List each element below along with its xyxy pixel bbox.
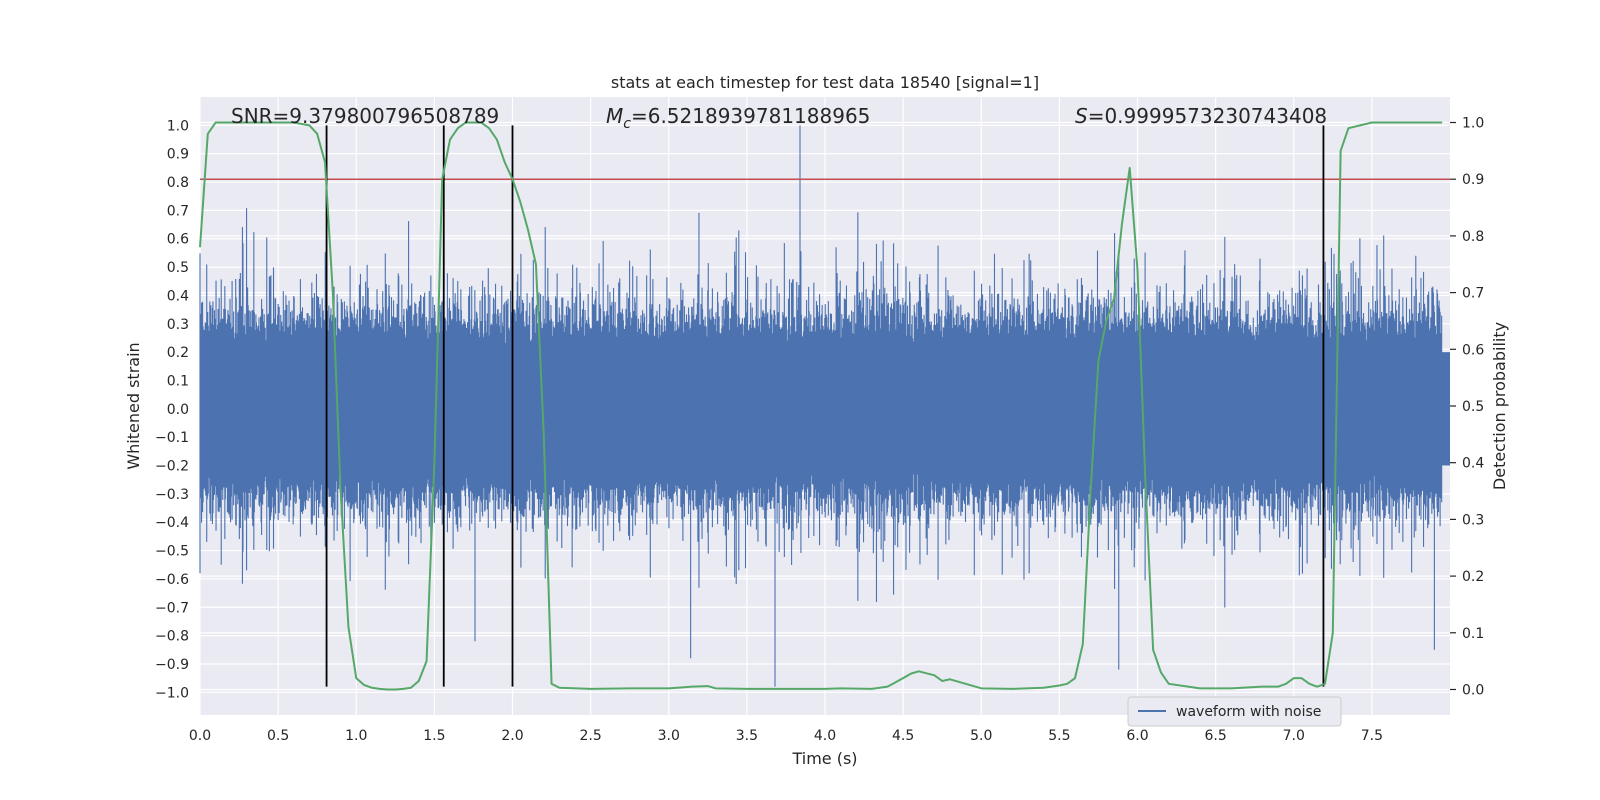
chart-title: stats at each timestep for test data 185… [611, 73, 1039, 92]
x-axis-label: Time (s) [791, 749, 857, 768]
chirp-mass-symbol: M [606, 104, 623, 128]
right-y-tick-label: 0.5 [1462, 399, 1484, 415]
snr-annotation: SNR=9.379800796508789 [231, 104, 499, 128]
left-y-tick-label: 1.0 [167, 118, 189, 134]
legend-label: waveform with noise [1176, 704, 1321, 720]
left-y-tick-label: 0.3 [167, 317, 189, 333]
right-y-tick-label: 1.0 [1462, 116, 1484, 132]
x-tick-label: 5.0 [970, 728, 992, 744]
left-y-tick-label: 0.4 [167, 288, 189, 304]
legend: waveform with noise [1128, 697, 1341, 726]
x-tick-label: 2.0 [501, 728, 523, 744]
chirp-mass-value: =6.5218939781188965 [631, 104, 870, 128]
left-y-tick-label: −1.0 [155, 685, 189, 701]
x-tick-label: 3.0 [658, 728, 680, 744]
right-y-tick-label: 0.2 [1462, 569, 1484, 585]
x-tick-label: 7.5 [1361, 728, 1383, 744]
x-tick-label: 3.5 [736, 728, 758, 744]
left-y-tick-label: −0.2 [155, 459, 189, 475]
score-annotation: S=0.9999573230743408 [1075, 104, 1327, 128]
left-y-tick-label: −0.9 [155, 657, 189, 673]
left-y-tick-label: −0.5 [155, 544, 189, 560]
left-y-tick-label: −0.1 [155, 430, 189, 446]
right-y-tick-label: 0.0 [1462, 682, 1484, 698]
right-y-tick-label: 0.9 [1462, 172, 1484, 188]
left-y-tick-label: 0.1 [167, 373, 189, 389]
chirp-mass-annotation: Mc=6.5218939781188965 [606, 104, 870, 132]
left-y-tick-label: −0.8 [155, 629, 189, 645]
x-tick-label: 4.5 [892, 728, 914, 744]
x-tick-label: 0.0 [189, 728, 211, 744]
x-tick-label: 1.5 [423, 728, 445, 744]
right-y-axis-label: Detection probability [1490, 322, 1509, 490]
x-tick-label: 1.0 [345, 728, 367, 744]
right-y-tick-label: 0.7 [1462, 286, 1484, 302]
left-y-tick-label: −0.4 [155, 515, 189, 531]
x-tick-label: 5.5 [1048, 728, 1070, 744]
right-y-tick-label: 0.4 [1462, 456, 1484, 472]
left-y-tick-label: 0.9 [167, 147, 189, 163]
left-y-tick-label: 0.6 [167, 232, 189, 248]
right-y-tick-label: 0.8 [1462, 229, 1484, 245]
chart-figure: 0.0 0.5 1.0 1.5 2.0 2.5 3.0 3.5 4.0 4.5 5.0 5.5 6.0 6… [0, 0, 1600, 800]
right-y-tick-label: 0.3 [1462, 512, 1484, 528]
right-y-tick-label: 0.1 [1462, 626, 1484, 642]
left-y-tick-label: 0.8 [167, 175, 189, 191]
x-tick-label: 6.5 [1204, 728, 1226, 744]
left-y-axis-ticks: −1.0 −0.9 −0.8 −0.7 −0.6 −0.5 −0.4 −0.3 −0.2 −0.1… [155, 118, 189, 701]
x-tick-label: 4.0 [814, 728, 836, 744]
left-y-tick-label: −0.6 [155, 572, 189, 588]
left-y-tick-label: −0.7 [155, 600, 189, 616]
left-y-tick-label: 0.7 [167, 203, 189, 219]
right-y-tick-label: 0.6 [1462, 342, 1484, 358]
x-axis-ticks: 0.0 0.5 1.0 1.5 2.0 2.5 3.0 3.5 4.0 4.5 5.0 5.5 6.0 6… [189, 728, 1383, 744]
x-tick-label: 2.5 [579, 728, 601, 744]
score-symbol: S [1075, 104, 1088, 128]
left-y-axis-label: Whitened strain [124, 342, 143, 469]
left-y-tick-label: −0.3 [155, 487, 189, 503]
left-y-tick-label: 0.5 [167, 260, 189, 276]
left-y-tick-label: 0.2 [167, 345, 189, 361]
x-tick-label: 7.0 [1283, 728, 1305, 744]
x-tick-label: 6.0 [1126, 728, 1148, 744]
right-y-axis-ticks: 0.0 0.1 0.2 0.3 0.4 0.5 0.6 0.7 0.8 0.9 1.0 [1450, 116, 1484, 699]
left-y-tick-label: 0.0 [167, 402, 189, 418]
x-tick-label: 0.5 [267, 728, 289, 744]
score-value: =0.9999573230743408 [1088, 104, 1327, 128]
